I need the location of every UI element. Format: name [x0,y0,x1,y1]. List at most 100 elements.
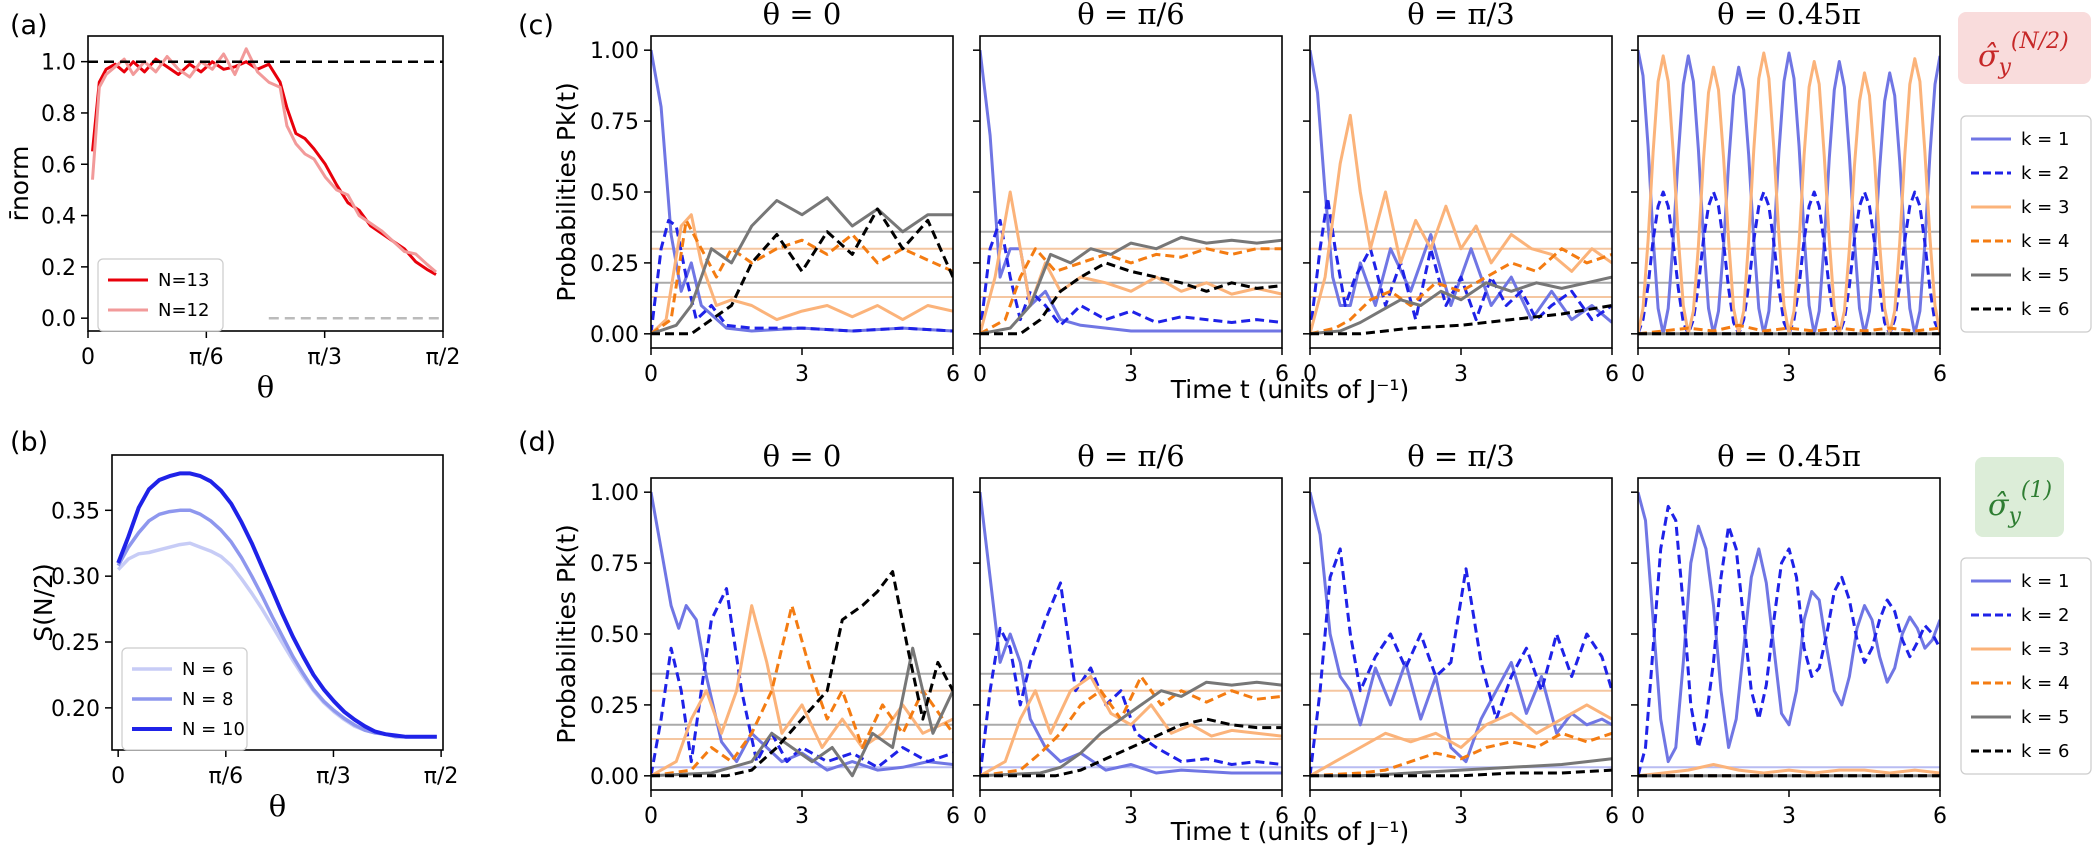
chart-3-series-4 [980,235,1282,336]
chart-8-series-3 [1310,731,1612,778]
chart-2-series-3 [651,218,953,336]
chart-1-legend-box [121,647,248,751]
chart-6: 0 3 6 0.00 0.25 0.50 0.75 1.00 θ = 0 Time t (unit… [552,439,1409,846]
chart-2-ytick-label-0: 0.00 [590,323,639,348]
chart-9-legend-label-3: k = 4 [2021,673,2069,694]
chart-0: 0 π/6 π/3 π/2 0.0 0.2 0.4 0.6 0.8 1.0 θ r̄norm N=13 N… [5,35,461,404]
chart-1-frame [111,454,444,751]
chart-5-legend-label-0: k = 1 [2021,129,2069,150]
chart-3-series-0 [980,50,1282,333]
chart-1-xtick-label-3: π/2 [424,764,459,789]
chart-4-title: θ = π/3 [1407,0,1514,31]
chart-5-legend-box [1960,115,2092,333]
operator-badge-d: σ̂y(1) [1975,457,2064,537]
chart-3-frame [979,35,1283,349]
chart-9-legend-label-5: k = 6 [2021,741,2069,762]
chart-1-legend-label-0: N = 6 [182,659,233,680]
chart-3: 0 3 6 θ = π/6 [973,0,1289,387]
chart-9-legend-label-4: k = 5 [2021,707,2069,728]
chart-1-xlabel: θ [269,789,286,823]
chart-0-series-1 [91,47,437,274]
chart-3-xtick-label-2: 6 [1275,362,1289,387]
chart-1-xtick-label-2: π/3 [316,764,351,789]
chart-5-legend-label-3: k = 4 [2021,231,2069,252]
chart-0-ylabel: r̄norm [5,146,34,222]
chart-8-series-5 [1310,768,1612,778]
chart-5: 0 3 6 θ = 0.45π k = 1 k = 2 k = 3 k = 4 k = 5 k =… [1631,0,2092,387]
chart-0-ytick-label-0: 0.0 [41,307,76,332]
chart-9-frame [1637,477,1941,791]
operator-badge-c-bg [1958,12,2091,84]
chart-2-frame [650,35,954,349]
chart-7-series-5 [980,717,1282,778]
chart-5-legend-label-2: k = 3 [2021,197,2069,218]
chart-6-xtick-label-2: 6 [946,804,960,829]
chart-9-title: θ = 0.45π [1717,439,1861,473]
chart-4-series-1 [1310,196,1612,334]
chart-6-xtick-label-1: 3 [795,804,809,829]
chart-2-xtick-label-0: 0 [644,362,658,387]
chart-0-ytick-label-3: 0.6 [41,153,76,178]
chart-4: 0 3 6 θ = π/3 [1303,0,1619,387]
chart-9-legend-label-2: k = 3 [2021,639,2069,660]
chart-1-ytick-label-1: 0.25 [51,631,100,656]
operator-badge-c-sub: y [1997,55,2011,80]
panel-label-a: (a) [10,10,48,41]
chart-9-legend-label-1: k = 2 [2021,605,2069,626]
chart-5-legend-label-1: k = 2 [2021,163,2069,184]
chart-1-ytick-label-2: 0.30 [51,565,100,590]
chart-6-ytick-label-2: 0.50 [590,623,639,648]
operator-badge-d-text: σ̂y(1) [1988,478,2052,529]
panel-label-b: (b) [10,427,48,458]
chart-0-legend-label-1: N=12 [158,300,209,321]
chart-1-xtick-label-0: 0 [111,764,125,789]
chart-5-legend-label-4: k = 5 [2021,265,2069,286]
chart-5-xtick-label-2: 6 [1933,362,1947,387]
chart-2-ytick-label-4: 1.00 [590,39,639,64]
panel-label-d: (d) [518,427,556,458]
chart-8-series-0 [1310,491,1612,764]
chart-6-ytick-label-0: 0.00 [590,765,639,790]
chart-6-series-2 [651,604,953,778]
chart-3-series-3 [980,247,1282,336]
chart-0-xlabel: θ [257,370,274,404]
chart-2-xtick-label-1: 3 [795,362,809,387]
plots: 0 π/6 π/3 π/2 0.0 0.2 0.4 0.6 0.8 1.0 θ r̄norm N=13 N… [5,0,2092,846]
chart-0-ytick-label-2: 0.4 [41,205,76,230]
chart-2-ytick-label-2: 0.50 [590,181,639,206]
chart-7-frame [979,477,1283,791]
chart-0-xtick-label-1: π/6 [189,345,224,370]
chart-8-title: θ = π/3 [1407,439,1514,473]
chart-5-xtick-label-1: 3 [1782,362,1796,387]
chart-7-title: θ = π/6 [1077,439,1184,473]
chart-9-xtick-label-2: 6 [1933,804,1947,829]
chart-6-frame [650,477,954,791]
operator-badge-c-sup: (N/2) [2011,29,2069,54]
operator-badge-d-sub: y [2007,504,2021,529]
chart-7-series-0 [980,492,1282,775]
chart-6-series-4 [651,646,953,778]
chart-3-title: θ = π/6 [1077,0,1184,31]
chart-2-series-2 [651,213,953,335]
chart-6-ytick-label-3: 0.75 [590,552,639,577]
chart-0-legend-box [97,258,224,332]
chart-7-xtick-label-1: 3 [1124,804,1138,829]
chart-6-xtick-label-0: 0 [644,804,658,829]
chart-2-ylabel: Probabilities Pk(t) [552,82,581,302]
chart-2: 0 3 6 0.00 0.25 0.50 0.75 1.00 θ = 0 Time t (unit… [552,0,1409,404]
chart-0-xtick-label-3: π/2 [426,345,461,370]
chart-9: 0 3 6 θ = 0.45π k = 1 k = 2 k = 3 k = 4 k = 5 k =… [1631,439,2092,829]
chart-0-xtick-label-2: π/3 [307,345,342,370]
chart-5-series-0 [1638,49,1940,336]
chart-0-xtick-label-0: 0 [81,345,95,370]
chart-0-series-0 [91,57,437,276]
chart-6-xlabel: Time t (units of J⁻¹) [1170,817,1409,846]
chart-8-xtick-label-2: 6 [1605,804,1619,829]
chart-6-ytick-label-1: 0.25 [590,694,639,719]
chart-4-series-2 [1310,113,1612,335]
chart-2-series-1 [651,218,953,334]
operator-badge-c: σ̂y(N/2) [1958,12,2091,84]
chart-8-xtick-label-0: 0 [1303,804,1317,829]
operator-badge-d-bg [1975,457,2064,537]
